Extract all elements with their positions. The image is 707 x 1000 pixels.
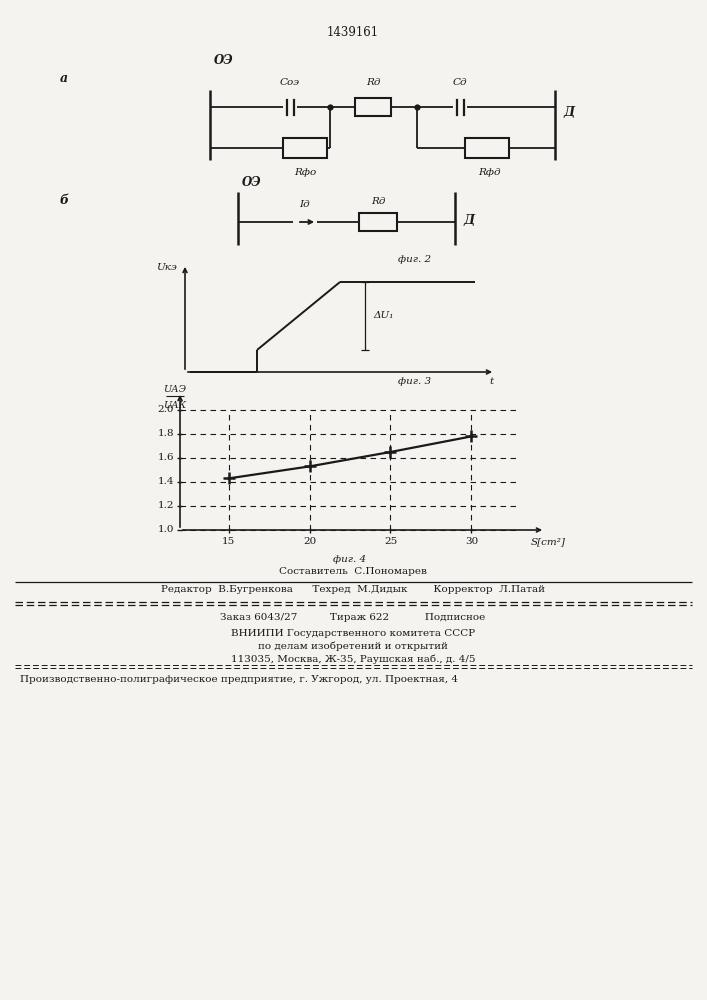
Bar (355, 98, 391, 116)
Text: Iд: Iд (300, 200, 310, 209)
Text: 1.8: 1.8 (158, 430, 174, 438)
Text: Cоэ: Cоэ (280, 78, 300, 87)
Bar (359, 213, 397, 231)
Bar (283, 138, 327, 158)
Text: 20: 20 (303, 537, 316, 546)
Text: Rфо: Rфо (294, 168, 316, 177)
Text: 15: 15 (222, 537, 235, 546)
Text: Производственно-полиграфическое предприятие, г. Ужгород, ул. Проектная, 4: Производственно-полиграфическое предприя… (20, 676, 458, 684)
Text: Cд: Cд (452, 78, 467, 87)
Text: Редактор  В.Бугренкова      Техред  М.Дидык        Корректор  Л.Патай: Редактор В.Бугренкова Техред М.Дидык Кор… (161, 585, 545, 594)
Text: Составитель  С.Пономарев: Составитель С.Пономарев (279, 568, 427, 576)
Text: по делам изобретений и открытий: по делам изобретений и открытий (258, 641, 448, 651)
Text: ОЭ: ОЭ (242, 176, 262, 188)
Bar (465, 138, 509, 158)
Text: 30: 30 (464, 537, 478, 546)
Text: Д: Д (563, 105, 574, 118)
Text: ОЭ: ОЭ (214, 53, 233, 66)
Text: 1.4: 1.4 (158, 478, 174, 487)
Text: Uкэ: Uкэ (156, 263, 177, 272)
Text: 1439161: 1439161 (327, 25, 379, 38)
Text: 1.6: 1.6 (158, 454, 174, 462)
Text: 25: 25 (384, 537, 397, 546)
Text: Rд: Rд (370, 197, 385, 206)
Text: б: б (60, 194, 69, 207)
Text: 113035, Москва, Ж-35, Раушская наб., д. 4/5: 113035, Москва, Ж-35, Раушская наб., д. … (230, 654, 475, 664)
Text: фиг. 2: фиг. 2 (399, 255, 431, 264)
Text: UАК: UАК (163, 401, 187, 410)
Text: S[cm²]: S[cm²] (530, 538, 566, 546)
Text: фиг. 3: фиг. 3 (399, 377, 431, 386)
Text: 2.0: 2.0 (158, 406, 174, 414)
Text: а: а (60, 72, 68, 85)
Text: ΔU₁: ΔU₁ (373, 312, 393, 320)
Text: ВНИИПИ Государственного комитета СССР: ВНИИПИ Государственного комитета СССР (231, 629, 475, 638)
Text: t: t (489, 377, 493, 386)
Text: UАЭ: UАЭ (163, 385, 187, 394)
Text: Rфд: Rфд (478, 168, 501, 177)
Text: Rд: Rд (366, 78, 380, 87)
Text: 1.0: 1.0 (158, 526, 174, 534)
Text: Д: Д (463, 215, 474, 228)
Text: Заказ 6043/27          Тираж 622           Подписное: Заказ 6043/27 Тираж 622 Подписное (221, 613, 486, 622)
Text: фиг. 4: фиг. 4 (334, 556, 366, 564)
Text: 1.2: 1.2 (158, 502, 174, 510)
